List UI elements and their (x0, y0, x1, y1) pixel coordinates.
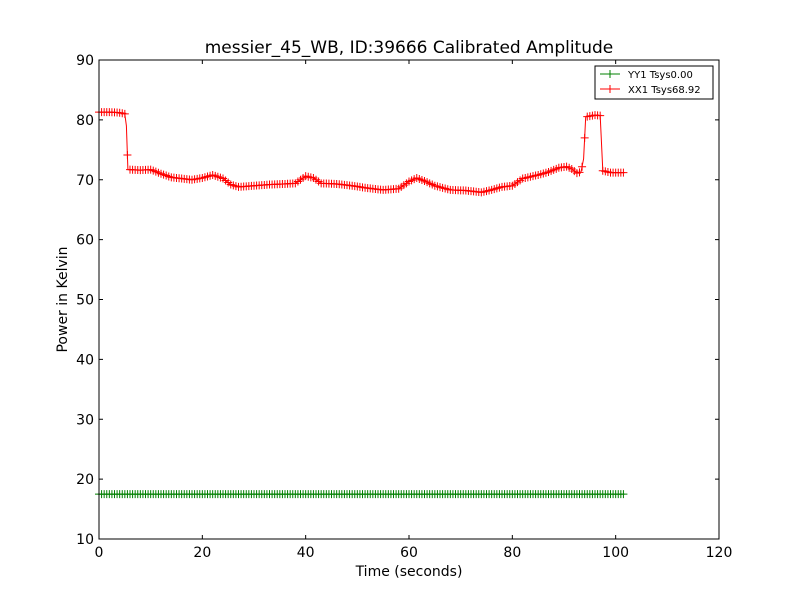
legend-label: YY1 Tsys0.00 (627, 70, 693, 81)
data-point-marker (619, 490, 628, 499)
chart-title: messier_45_WB, ID:39666 Calibrated Ampli… (205, 38, 614, 58)
data-point-marker (596, 111, 605, 120)
y-tick-label: 10 (76, 532, 94, 548)
x-tick-label: 120 (706, 545, 733, 561)
legend-marker (606, 70, 614, 78)
x-tick-label: 40 (297, 545, 315, 561)
x-tick-label: 80 (503, 545, 521, 561)
y-tick-label: 20 (76, 472, 94, 488)
x-tick-label: 20 (193, 545, 211, 561)
x-axis-label: Time (seconds) (355, 564, 463, 580)
legend-box (594, 65, 714, 100)
data-point-marker (578, 162, 587, 171)
legend-label: XX1 Tsys68.92 (628, 85, 701, 96)
series-layer (95, 108, 628, 499)
y-tick-label: 30 (76, 412, 94, 428)
y-tick-label: 40 (76, 352, 94, 368)
series-yy1 (95, 490, 628, 499)
y-tick-label: 50 (76, 293, 94, 309)
series-line (99, 111, 624, 193)
y-tick-label: 60 (76, 233, 94, 249)
plot-frame (98, 59, 720, 540)
legend-marker (606, 85, 614, 93)
y-tick-label: 70 (76, 173, 94, 189)
legend: YY1 Tsys0.00 XX1 Tsys68.92 (594, 65, 714, 100)
y-tick-label: 90 (76, 53, 94, 69)
x-tick-label: 60 (400, 545, 418, 561)
series-xx1 (95, 108, 628, 197)
data-point-marker (575, 168, 584, 177)
data-point-marker (123, 151, 132, 160)
data-point-marker (120, 109, 129, 118)
data-point-marker (619, 168, 628, 177)
axis-ticks: 0 20 40 60 80 100 120 10 20 30 40 50 60 70 80 90 (76, 53, 732, 561)
x-tick-label: 100 (602, 545, 629, 561)
x-tick-label: 0 (95, 545, 104, 561)
y-tick-label: 80 (76, 113, 94, 129)
data-point-marker (580, 133, 589, 142)
y-axis-label: Power in Kelvin (55, 246, 71, 352)
